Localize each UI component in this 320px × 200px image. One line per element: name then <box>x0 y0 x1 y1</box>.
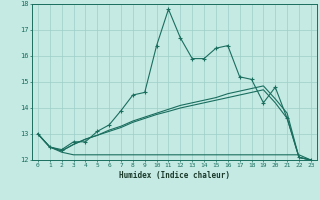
X-axis label: Humidex (Indice chaleur): Humidex (Indice chaleur) <box>119 171 230 180</box>
